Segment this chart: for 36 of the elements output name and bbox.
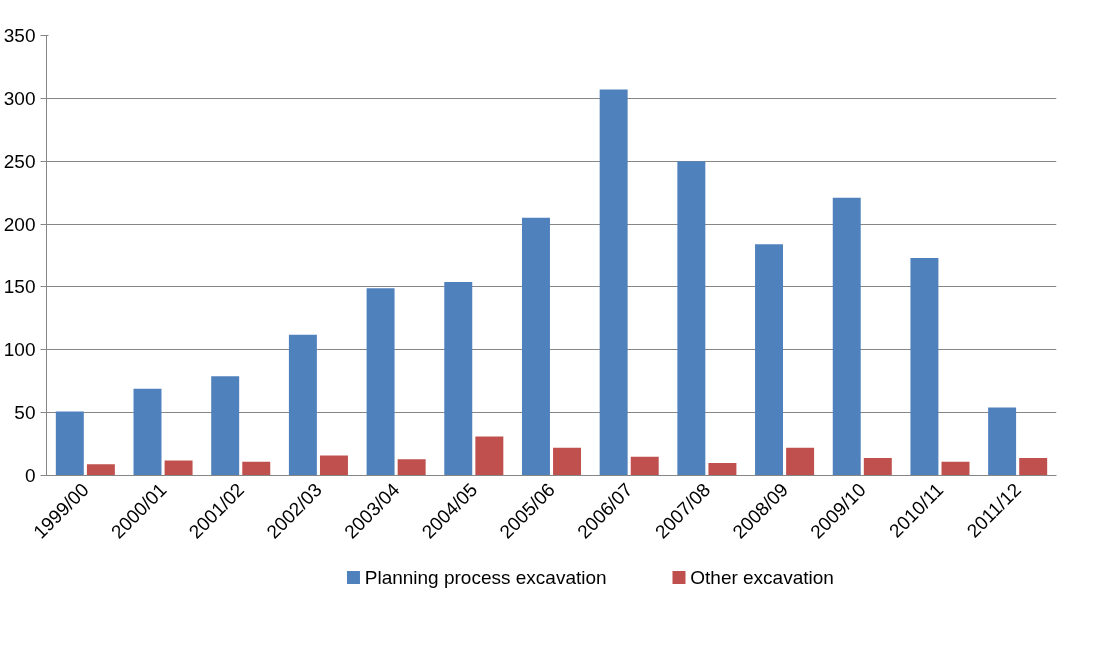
bar [863,457,892,476]
bar [366,288,395,476]
y-tick-label: 0 [24,465,36,486]
bar [397,459,426,476]
bar [941,461,970,476]
legend-label: Planning process excavation [364,567,607,588]
y-tick-label: 150 [3,276,36,298]
bar [164,460,193,476]
bar [133,388,162,476]
y-tick-label: 350 [3,25,36,46]
bar [211,376,240,476]
bar [1019,457,1048,476]
bar [832,197,861,476]
bar [708,462,737,476]
y-tick-label: 100 [3,339,36,361]
bar [475,436,504,476]
bar [553,447,582,476]
bar [755,244,784,476]
y-tick-label: 200 [3,213,36,235]
bar [988,407,1017,476]
y-tick-label: 250 [3,150,36,172]
bar [444,281,473,476]
legend-label: Other excavation [690,567,834,588]
bar [786,447,815,476]
y-tick-label: 50 [14,402,36,424]
bar [677,161,706,476]
y-tick-label: 300 [3,87,36,109]
bar [55,411,84,476]
bar [288,334,317,476]
bar [86,464,115,476]
bar [599,89,628,476]
bar [319,455,348,476]
bar [521,217,550,476]
bar [242,461,271,476]
bar [910,258,939,476]
bar [630,456,659,476]
